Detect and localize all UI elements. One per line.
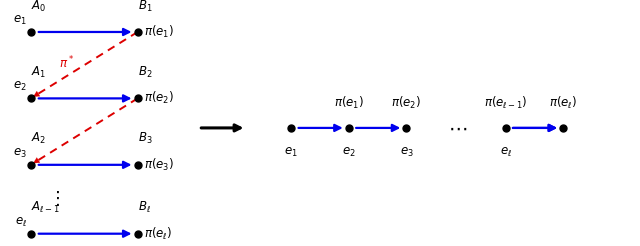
- Text: $e_2$: $e_2$: [13, 80, 27, 93]
- Text: $A_1$: $A_1$: [31, 65, 46, 80]
- Text: $e_1$: $e_1$: [284, 146, 298, 159]
- Text: $e_\ell$: $e_\ell$: [500, 146, 511, 159]
- Text: $\pi(e_\ell)$: $\pi(e_\ell)$: [549, 95, 577, 111]
- Text: $e_3$: $e_3$: [13, 147, 27, 160]
- Text: $B_\ell$: $B_\ell$: [138, 200, 150, 215]
- Text: $B_2$: $B_2$: [138, 65, 152, 80]
- Text: $\pi(e_1)$: $\pi(e_1)$: [144, 24, 174, 40]
- Text: $e_1$: $e_1$: [13, 14, 27, 27]
- Text: $A_{\ell-1}$: $A_{\ell-1}$: [31, 200, 60, 215]
- Text: $A_2$: $A_2$: [31, 131, 46, 146]
- Text: $\pi(e_3)$: $\pi(e_3)$: [144, 157, 174, 173]
- Text: $B_1$: $B_1$: [138, 0, 152, 14]
- Text: $A_0$: $A_0$: [31, 0, 46, 14]
- Text: $B_3$: $B_3$: [138, 131, 152, 146]
- Text: $e_2$: $e_2$: [342, 146, 356, 159]
- Text: $\pi(e_{\ell-1})$: $\pi(e_{\ell-1})$: [484, 95, 527, 111]
- Text: $e_3$: $e_3$: [399, 146, 413, 159]
- Text: $\pi^*$: $\pi^*$: [59, 54, 74, 71]
- Text: $\pi(e_1)$: $\pi(e_1)$: [334, 95, 364, 111]
- Text: $\pi(e_\ell)$: $\pi(e_\ell)$: [144, 226, 172, 242]
- Text: $e_\ell$: $e_\ell$: [15, 216, 27, 229]
- Text: $\vdots$: $\vdots$: [49, 188, 60, 208]
- Text: $\cdots$: $\cdots$: [448, 118, 467, 138]
- Text: $\pi(e_2)$: $\pi(e_2)$: [392, 95, 421, 111]
- Text: $\pi(e_2)$: $\pi(e_2)$: [144, 90, 174, 107]
